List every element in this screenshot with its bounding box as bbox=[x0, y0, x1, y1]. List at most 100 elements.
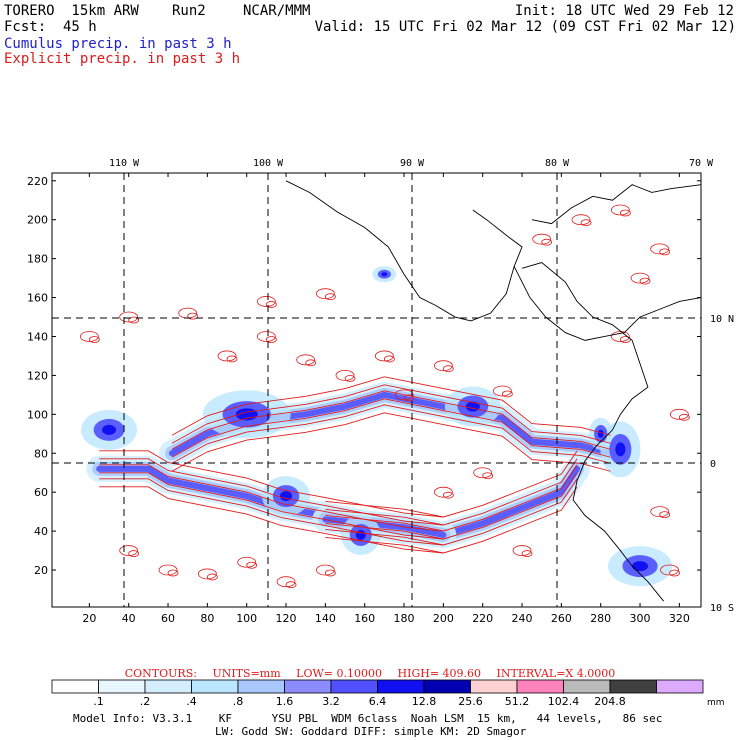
explicit-contour bbox=[171, 384, 611, 444]
explicit-ring bbox=[237, 556, 257, 568]
colorbar-label: .4 bbox=[186, 695, 197, 708]
x-tick-label: 20 bbox=[82, 612, 96, 625]
y-tick-label: 180 bbox=[27, 253, 48, 266]
x-tick-label: 180 bbox=[394, 612, 415, 625]
colorbar-label: 1.6 bbox=[276, 695, 294, 708]
run-label: Run2 bbox=[172, 3, 206, 19]
explicit-ring bbox=[442, 491, 454, 499]
explicit-ring bbox=[226, 355, 238, 363]
colorbar-label: 51.2 bbox=[505, 695, 530, 708]
plot-frame bbox=[51, 172, 702, 608]
explicit-ring bbox=[88, 336, 100, 343]
colorbar-swatch bbox=[377, 679, 425, 694]
explicit-ring bbox=[128, 316, 140, 324]
explicit-ring bbox=[324, 569, 336, 577]
explicit-ring bbox=[619, 209, 631, 217]
lat-label: 0 bbox=[710, 459, 716, 470]
axes: 20 40 60 80 100 120 140 160 180 200 220 240 260 280 30… bbox=[27, 158, 734, 625]
x-tick-label: 120 bbox=[276, 612, 297, 625]
x-tick-label: 160 bbox=[354, 612, 375, 625]
explicit-ring bbox=[650, 506, 670, 518]
explicit-ring bbox=[315, 564, 335, 576]
colorbar-swatch bbox=[516, 679, 564, 694]
coastlines bbox=[285, 180, 702, 602]
explicit-contour bbox=[99, 486, 578, 554]
colorbar-swatch bbox=[423, 679, 471, 694]
explicit-ring bbox=[335, 370, 355, 381]
colorbar-label: 204.8 bbox=[594, 695, 626, 708]
colorbar-swatch bbox=[656, 679, 704, 694]
explicit-ring bbox=[79, 331, 99, 342]
lon-label: 110 W bbox=[109, 158, 140, 169]
explicit-ring bbox=[669, 408, 689, 420]
x-tick-label: 220 bbox=[472, 612, 493, 625]
y-tick-label: 120 bbox=[27, 369, 48, 382]
explicit-contour bbox=[99, 472, 578, 540]
explicit-ring bbox=[344, 375, 356, 382]
model-physics: LW: Godd SW: Goddard DIFF: simple KM: 2D… bbox=[215, 725, 527, 738]
explicit-ring bbox=[492, 385, 512, 397]
colorbar-swatch bbox=[191, 679, 239, 694]
explicit-ring bbox=[630, 272, 650, 284]
colorbar-swatch bbox=[51, 679, 99, 694]
colorbar-label: .2 bbox=[140, 695, 151, 708]
explicit-ring bbox=[532, 233, 552, 245]
explicit-ring bbox=[541, 238, 553, 246]
colorbar-swatch bbox=[144, 679, 192, 694]
explicit-ring bbox=[659, 248, 671, 256]
colorbar-swatch bbox=[330, 679, 378, 694]
explicit-ring bbox=[383, 355, 395, 363]
explicit-ring bbox=[501, 390, 513, 398]
explicit-ring bbox=[650, 243, 670, 255]
x-tick-label: 260 bbox=[551, 612, 572, 625]
lat-label: 10 S bbox=[710, 603, 734, 614]
explicit-ring bbox=[433, 360, 453, 372]
explicit-contour bbox=[171, 412, 611, 472]
explicit-ring bbox=[315, 288, 335, 300]
coastline bbox=[513, 266, 702, 341]
cumulus-peak bbox=[102, 424, 117, 435]
y-tick-label: 20 bbox=[34, 564, 48, 577]
explicit-ring bbox=[669, 569, 680, 577]
colorbar-label: 102.4 bbox=[548, 695, 580, 708]
y-tick-label: 40 bbox=[34, 525, 48, 538]
colorbar-label: 3.2 bbox=[322, 695, 340, 708]
precip-fields bbox=[79, 204, 690, 589]
model-title: TORERO 15km ARW bbox=[4, 3, 139, 19]
valid-time: Valid: 15 UTC Fri 02 Mar 12 (09 CST Fri … bbox=[314, 19, 736, 35]
explicit-ring bbox=[394, 389, 414, 401]
explicit-ring bbox=[324, 293, 336, 301]
cumulus-peak bbox=[597, 429, 604, 438]
explicit-ring bbox=[296, 354, 316, 366]
colorbar: .1 .2 .4 .8 1.6 3.2 6.4 12.8 25.6 51.2 102.4 204.8 m… bbox=[51, 679, 725, 708]
colorbar-label: 12.8 bbox=[412, 695, 437, 708]
explicit-ring bbox=[659, 511, 671, 519]
colorbar-label: 6.4 bbox=[369, 695, 387, 708]
explicit-ring bbox=[187, 312, 199, 320]
explicit-ring bbox=[571, 214, 591, 226]
explicit-ring bbox=[403, 394, 415, 402]
explicit-ring bbox=[197, 568, 217, 580]
explicit-ring bbox=[256, 296, 276, 307]
explicit-ring bbox=[158, 564, 178, 576]
x-tick-label: 40 bbox=[122, 612, 136, 625]
x-tick-label: 300 bbox=[630, 612, 651, 625]
x-tick-label: 80 bbox=[200, 612, 214, 625]
explicit-ring bbox=[265, 336, 277, 343]
explicit-contour bbox=[99, 458, 578, 526]
x-tick-label: 320 bbox=[669, 612, 690, 625]
lon-label: 100 W bbox=[253, 158, 284, 169]
cumulus-peak bbox=[615, 442, 626, 457]
explicit-contour bbox=[171, 376, 611, 436]
explicit-contour bbox=[325, 508, 444, 526]
explicit-ring bbox=[285, 581, 297, 589]
fcst-label: Fcst: bbox=[4, 19, 47, 35]
explicit-ring bbox=[433, 486, 453, 498]
colorbar-swatch bbox=[470, 679, 518, 694]
explicit-contour bbox=[99, 450, 578, 518]
explicit-contour bbox=[325, 514, 444, 532]
x-tick-label: 200 bbox=[433, 612, 454, 625]
cumulus-band bbox=[322, 516, 447, 538]
explicit-contour bbox=[171, 390, 611, 450]
